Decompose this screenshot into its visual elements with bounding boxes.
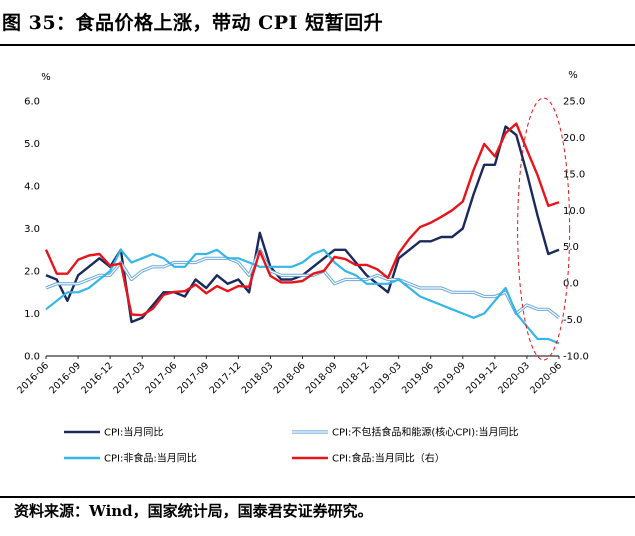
x-tick-label: 2018-09	[304, 360, 340, 396]
left-axis-unit: %	[41, 72, 51, 83]
x-tick-label: 2017-09	[176, 360, 212, 396]
left-tick-label: 3.0	[24, 224, 40, 235]
right-tick-label: 15.0	[563, 169, 585, 180]
source-rule	[0, 496, 635, 498]
legend-label: CPI:当月同比	[104, 426, 163, 439]
left-tick-label: 4.0	[24, 182, 40, 193]
x-tick-label: 2017-12	[208, 360, 244, 396]
left-tick-label: 2.0	[24, 267, 40, 278]
chart-series	[46, 124, 559, 344]
figure-title: 图 35：食品价格上涨，带动 CPI 短暂回升	[0, 0, 635, 44]
legend-label: CPI:食品:当月同比（右）	[332, 452, 445, 465]
series-line-0	[46, 127, 559, 323]
chart-axes: % % 0.0 1.0 2.0 3.0 4.0 5.0 6.0 -10.0 -5.0 0.0 5.0 10…	[15, 70, 589, 396]
cpi-line-chart: % % 0.0 1.0 2.0 3.0 4.0 5.0 6.0 -10.0 -5.0 0.0 5.0 10…	[0, 46, 635, 496]
legend-label: CPI:不包括食品和能源(核心CPI):当月同比	[332, 426, 518, 439]
left-tick-label: 1.0	[24, 309, 40, 320]
x-tick-label: 2016-09	[47, 360, 83, 396]
x-tick-label: 2019-06	[400, 360, 436, 396]
x-tick-label: 2018-06	[272, 360, 308, 396]
right-axis-unit: %	[568, 70, 578, 81]
x-tick-label: 2018-03	[240, 360, 276, 396]
x-tick-label: 2020-06	[528, 360, 564, 396]
right-tick-label: 20.0	[563, 133, 585, 144]
x-tick-label: 2019-03	[368, 360, 404, 396]
x-tick-label: 2016-06	[15, 360, 51, 396]
source-note: 资料来源：Wind，国家统计局，国泰君安证券研究。	[0, 500, 635, 521]
x-tick-label: 2018-12	[336, 360, 372, 396]
chart-legend: CPI:当月同比 CPI:不包括食品和能源(核心CPI):当月同比 CPI:非食品:…	[64, 426, 518, 465]
right-tick-label: 5.0	[563, 242, 579, 253]
left-tick-label: 0.0	[24, 352, 40, 363]
x-tick-label: 2019-12	[464, 360, 500, 396]
left-tick-label: 6.0	[24, 97, 40, 108]
dashed-highlight-ellipse	[518, 98, 570, 360]
right-tick-label: 0.0	[563, 279, 579, 290]
left-tick-label: 5.0	[24, 139, 40, 150]
figure-page: 图 35：食品价格上涨，带动 CPI 短暂回升 %% 0.0 1.0 2.0 3.0 4.…	[0, 0, 635, 536]
x-tick-label: 2017-03	[111, 360, 147, 396]
right-tick-label: 10.0	[563, 206, 585, 217]
x-tick-label: 2017-06	[144, 360, 180, 396]
right-tick-label: -10.0	[563, 352, 589, 363]
series-line-3	[46, 124, 559, 316]
x-tick-label: 2019-09	[432, 360, 468, 396]
right-tick-label: -5.0	[563, 315, 583, 326]
chart-annotation	[518, 98, 570, 360]
legend-label: CPI:非食品:当月同比	[104, 452, 197, 465]
x-tick-label: 2016-12	[79, 360, 115, 396]
x-tick-label: 2020-03	[496, 360, 532, 396]
right-tick-label: 25.0	[563, 97, 585, 108]
